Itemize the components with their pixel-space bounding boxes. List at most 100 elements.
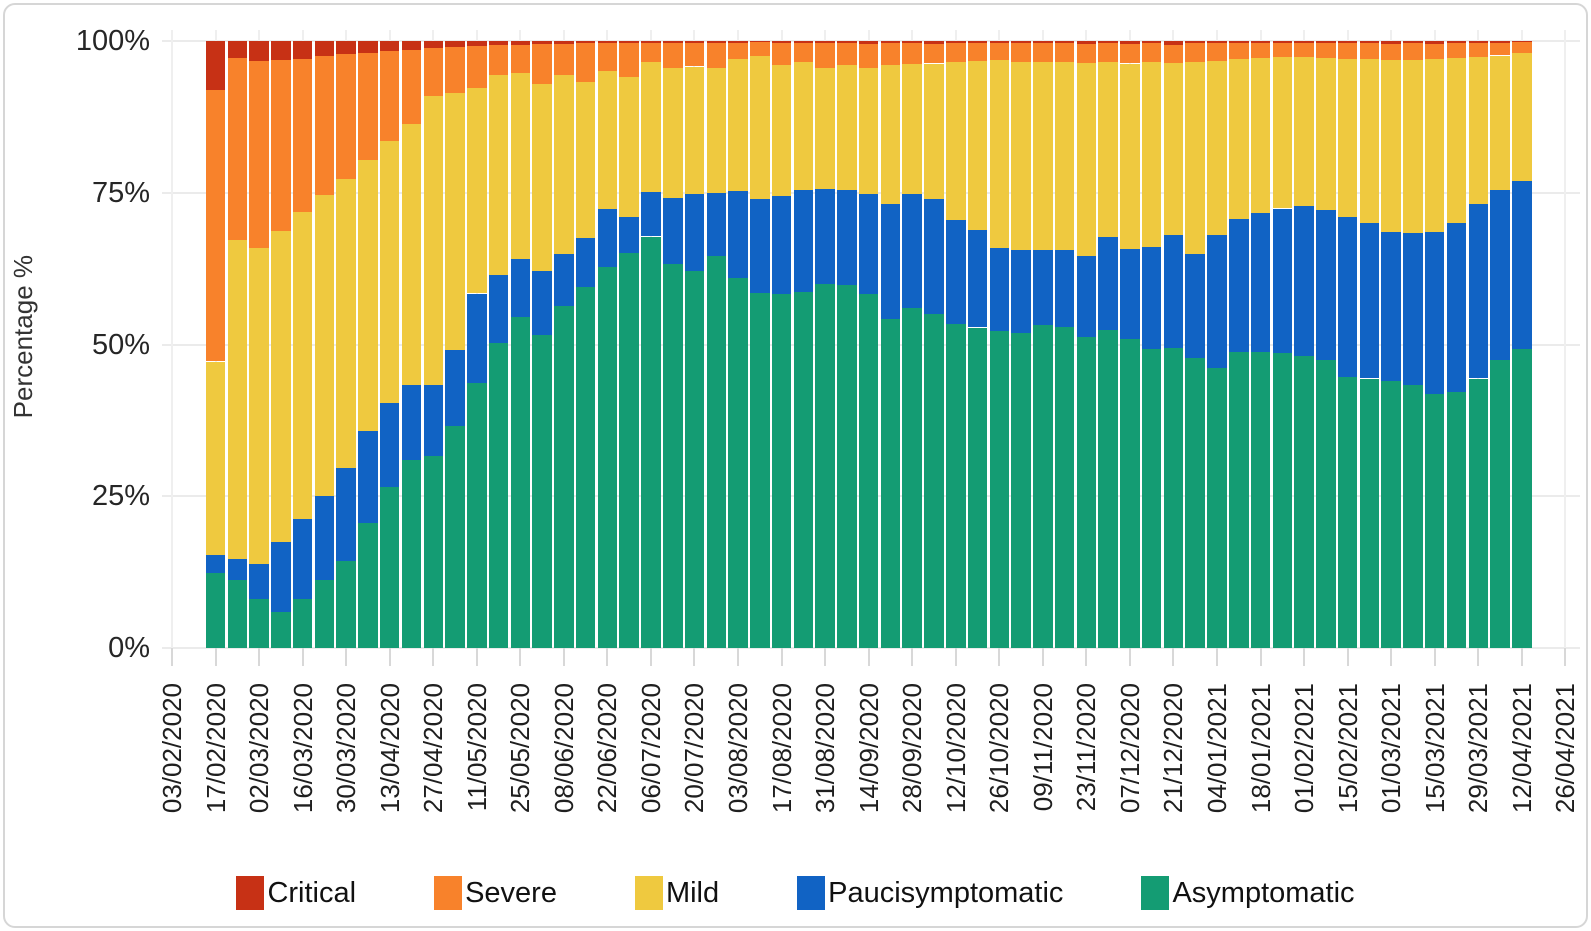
x-tick [737, 648, 740, 666]
x-tick [1041, 648, 1044, 666]
bar-segment-critical [1033, 41, 1053, 44]
x-tick-label: 21/12/2020 [1158, 683, 1189, 814]
bar-segment-mild [510, 73, 531, 259]
bar-segment-critical [1359, 41, 1380, 44]
bar-segment-paucisymptomatic [1512, 180, 1532, 350]
bar-segment-mild [858, 68, 879, 194]
bar-segment-paucisymptomatic [1337, 217, 1358, 377]
bar-segment-mild [663, 68, 683, 199]
bar-segment-severe [1468, 42, 1488, 57]
bar-segment-mild [1011, 61, 1031, 250]
bar-segment-mild [358, 160, 378, 431]
stacked-bar-chart: 100% 75% 50% 25% 0% 03/02/2020 17/02/2020 02/0… [8, 27, 1580, 814]
bar-segment-paucisymptomatic [706, 192, 726, 256]
bar-segment-asymptomatic [815, 283, 835, 648]
bar-segment-asymptomatic [1120, 339, 1140, 648]
x-tick-label: 15/03/2021 [1419, 683, 1450, 814]
x-tick-label: 14/09/2020 [853, 683, 884, 814]
x-tick-label: 04/01/2021 [1201, 683, 1232, 814]
x-tick-label: 01/02/2021 [1289, 683, 1320, 814]
bar-segment-mild [1446, 58, 1467, 224]
bar-segment-asymptomatic [750, 292, 770, 648]
bar-segment-mild [1272, 57, 1292, 209]
bar-segment-paucisymptomatic [684, 194, 705, 271]
bar-segment-asymptomatic [401, 459, 422, 648]
bar-segment-asymptomatic [1512, 349, 1532, 648]
bar-segment-critical [510, 41, 531, 45]
bar-segment-asymptomatic [467, 383, 487, 648]
bar-segment-critical [1316, 41, 1336, 44]
bar-segment-critical [1163, 41, 1184, 45]
bar-segment-severe [771, 43, 792, 66]
bar-segment-severe [554, 44, 574, 75]
bar-segment-asymptomatic [597, 266, 618, 648]
bar-segment-severe [815, 43, 835, 69]
bar-segment-asymptomatic [902, 308, 922, 648]
bar-segment-severe [1490, 42, 1510, 56]
x-tick [258, 648, 261, 666]
bar-segment-paucisymptomatic [445, 350, 465, 426]
x-tick [214, 648, 217, 666]
bar-segment-critical [684, 41, 705, 43]
bar-segment-asymptomatic [1250, 352, 1271, 648]
bar-segment-mild [880, 65, 901, 205]
x-tick-label: 28/09/2020 [897, 683, 928, 814]
bar-segment-asymptomatic [1185, 357, 1205, 648]
y-tick-label: 0% [108, 632, 150, 664]
x-tick [867, 648, 870, 666]
bar-segment-mild [1359, 59, 1380, 224]
bar-segment-severe [989, 42, 1009, 61]
bar-segment-paucisymptomatic [292, 518, 313, 599]
bar-segment-paucisymptomatic [1076, 255, 1097, 338]
bar-segment-mild [292, 212, 313, 519]
bar-segment-mild [379, 141, 400, 404]
bar-segment-paucisymptomatic [358, 430, 378, 523]
bar-segment-severe [1120, 44, 1140, 64]
legend: Critical Severe Mild Paucisymptomatic Asympt… [0, 868, 1591, 918]
bar-segment-mild [728, 59, 748, 191]
x-tick-label: 17/02/2020 [200, 683, 231, 814]
bar-segment-paucisymptomatic [880, 204, 901, 319]
bar-segment-mild [924, 63, 944, 199]
legend-label: Severe [465, 876, 557, 909]
x-tick [1215, 648, 1218, 666]
bar-segment-asymptomatic [1403, 385, 1423, 648]
bar-segment-asymptomatic [880, 319, 901, 648]
bar-segment-paucisymptomatic [1250, 212, 1271, 353]
bar-segment-mild [837, 65, 857, 190]
bar-segment-severe [205, 89, 226, 362]
bar-segment-critical [597, 41, 618, 44]
bar-segment-critical [488, 41, 509, 45]
x-tick [824, 648, 827, 666]
bar-segment-asymptomatic [423, 456, 443, 648]
bar-segment-severe [706, 43, 726, 69]
bar-segment-severe [946, 43, 966, 63]
bar-segment-critical [1120, 41, 1140, 44]
legend-swatch-icon [236, 876, 265, 910]
x-tick-label: 30/03/2020 [331, 683, 362, 814]
bar-segment-paucisymptomatic [902, 194, 922, 309]
bar-segment-critical [1294, 41, 1314, 43]
x-tick [432, 648, 435, 666]
bar-segment-mild [1163, 62, 1184, 236]
bar-segment-paucisymptomatic [314, 495, 335, 580]
bar-segment-paucisymptomatic [1381, 231, 1401, 381]
x-tick [998, 648, 1001, 666]
bar-segment-asymptomatic [1424, 393, 1445, 648]
bar-segment-severe [1250, 42, 1271, 58]
bar-segment-severe [379, 51, 400, 142]
bar-segment-severe [641, 42, 661, 63]
bar-segment-mild [1316, 58, 1336, 211]
x-tick-label: 29/03/2021 [1463, 683, 1494, 814]
x-tick-label: 22/06/2020 [592, 683, 623, 814]
x-tick-label: 12/10/2020 [940, 683, 971, 814]
bar-segment-severe [488, 44, 509, 75]
bar-segment-severe [1098, 43, 1118, 62]
bar-segment-severe [271, 60, 291, 231]
bar-segment-mild [946, 62, 966, 220]
bar-segment-asymptomatic [249, 598, 269, 648]
bar-segment-critical [445, 41, 465, 48]
bar-segment-severe [575, 43, 596, 82]
bar-segment-paucisymptomatic [1403, 233, 1423, 386]
bar-segment-critical [1185, 41, 1205, 44]
